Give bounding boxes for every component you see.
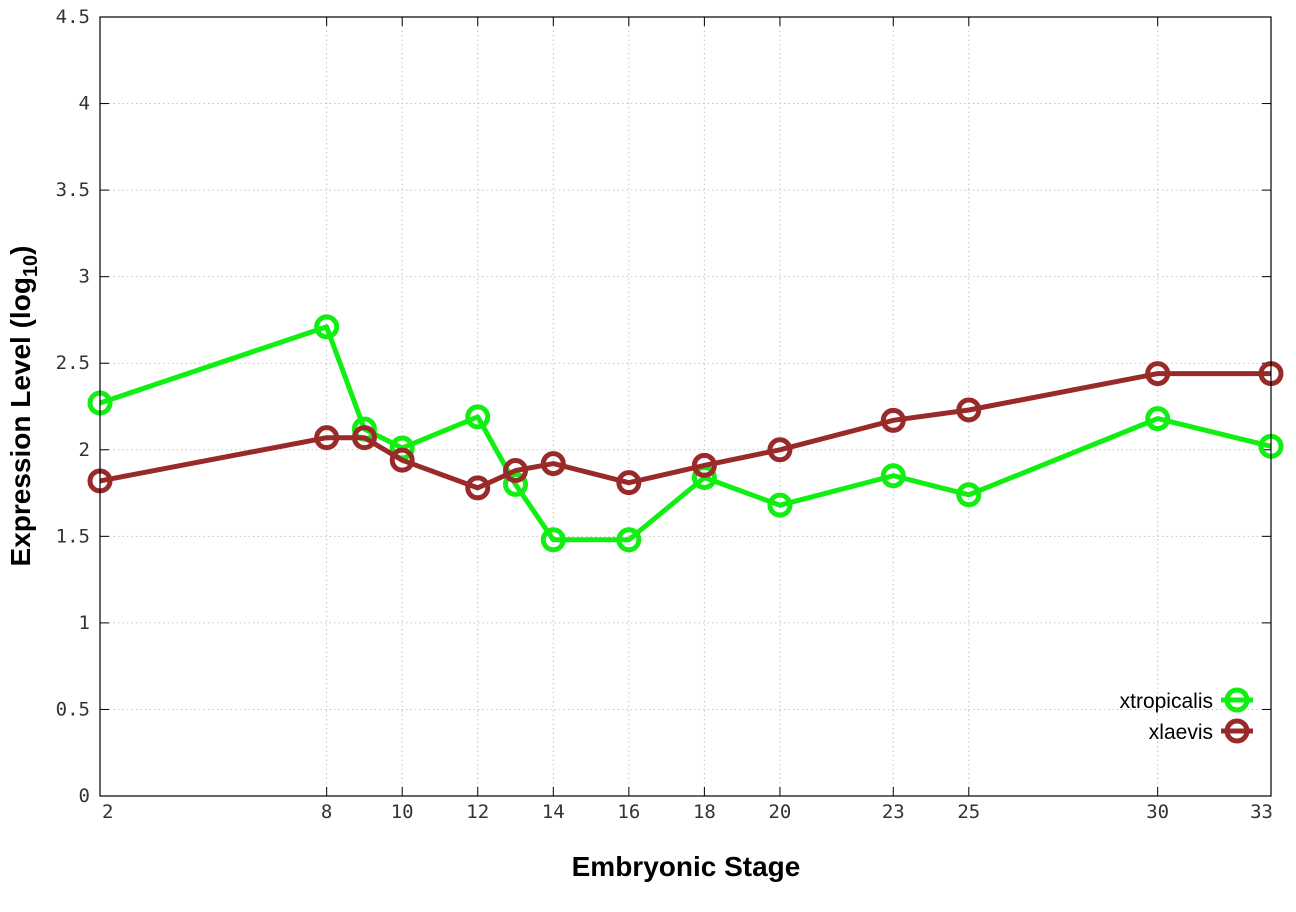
x-tick-label: 14 <box>542 801 565 823</box>
x-tick-label: 2 <box>102 801 113 823</box>
legend-label-xlaevis: xlaevis <box>1149 721 1213 744</box>
x-axis-title: Embryonic Stage <box>572 851 801 882</box>
data-point-xlaevis <box>540 451 566 477</box>
y-axis-title: Expression Level (log10) <box>5 246 42 567</box>
data-point-xlaevis <box>880 407 906 433</box>
x-tick-label: 23 <box>882 801 905 823</box>
y-tick-label: 1 <box>79 612 90 634</box>
y-tick-labels: 0 0.5 1 1.5 2 2.5 3 3.5 4 4.5 <box>56 6 90 807</box>
legend-marker-xtropicalis <box>1224 687 1250 713</box>
y-axis-title-subscript: 10 <box>20 255 42 277</box>
data-point-xlaevis <box>503 458 529 484</box>
data-point-xtropicalis <box>956 482 982 508</box>
y-tick-label: 4.5 <box>56 6 90 28</box>
y-tick-label: 0 <box>79 785 90 807</box>
x-tick-label: 18 <box>693 801 716 823</box>
data-point-xtropicalis <box>314 314 340 340</box>
legend-label-xtropicalis: xtropicalis <box>1120 690 1213 713</box>
data-point-xlaevis <box>767 437 793 463</box>
data-point-xtropicalis <box>503 471 529 497</box>
x-tick-label: 16 <box>617 801 640 823</box>
x-tick-labels: 2 8 10 12 14 16 18 20 23 25 30 33 <box>102 801 1273 823</box>
y-tick-label: 2 <box>79 439 90 461</box>
legend-marker-xlaevis <box>1224 718 1250 744</box>
x-tick-label: 30 <box>1146 801 1169 823</box>
y-tick-label: 2.5 <box>56 352 90 374</box>
y-tick-label: 3 <box>79 266 90 288</box>
series-line-xlaevis <box>99 371 1271 491</box>
data-point-xlaevis <box>351 425 377 451</box>
data-point-xlaevis <box>691 452 717 478</box>
plot-frame <box>99 16 1272 797</box>
grid-lines <box>100 17 1271 796</box>
y-tick-label: 0.5 <box>56 698 90 720</box>
x-tick-label: 10 <box>391 801 414 823</box>
series-layer <box>87 314 1284 553</box>
y-axis-title-main: Expression Level (log <box>5 277 36 566</box>
data-point-xtropicalis <box>616 527 642 553</box>
data-point-xtropicalis <box>880 463 906 489</box>
x-tick-label: 12 <box>466 801 489 823</box>
y-tick-label: 3.5 <box>56 179 90 201</box>
x-tick-label: 8 <box>321 801 332 823</box>
data-point-xlaevis <box>1145 361 1171 387</box>
y-axis-title-close: ) <box>5 246 36 255</box>
data-point-xtropicalis <box>540 527 566 553</box>
data-point-xtropicalis <box>465 404 491 430</box>
legend: xtropicalis xlaevis <box>1120 687 1253 744</box>
y-tick-label: 4 <box>79 93 90 115</box>
series-xlaevis <box>87 361 1284 501</box>
data-point-xlaevis <box>314 425 340 451</box>
x-tick-label: 33 <box>1250 801 1273 823</box>
data-point-xlaevis <box>616 470 642 496</box>
data-point-xlaevis <box>956 397 982 423</box>
x-tick-label: 25 <box>957 801 980 823</box>
data-point-xtropicalis <box>767 492 793 518</box>
x-tick-label: 20 <box>768 801 791 823</box>
data-point-xlaevis <box>389 447 415 473</box>
data-point-xlaevis <box>465 475 491 501</box>
y-tick-label: 1.5 <box>56 525 90 547</box>
data-point-xtropicalis <box>1145 406 1171 432</box>
